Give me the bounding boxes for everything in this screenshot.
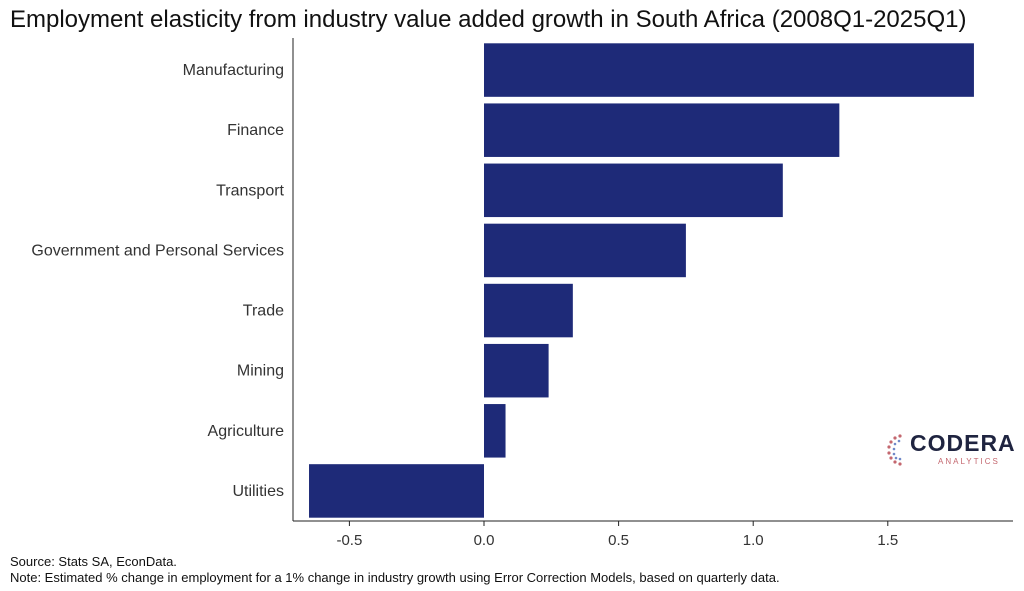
x-tick-label: -0.5 [336,532,362,549]
category-label: Finance [227,122,284,139]
x-axis-ticks: -0.5 0.0 0.5 1.0 1.5 [336,521,898,549]
x-tick-label: 0.5 [608,532,629,549]
bar-agriculture [484,404,506,458]
bar-utilities [309,464,484,518]
x-tick-label: 0.0 [474,532,495,549]
bar-finance [484,103,840,157]
category-label: Utilities [232,483,284,500]
source-note: Source: Stats SA, EconData. [10,554,177,569]
category-label: Mining [237,363,284,380]
category-label: Government and Personal Services [31,242,284,259]
logo-wordmark: CODERA [910,430,1016,456]
category-label: Trade [243,303,284,320]
codera-logo-mark-icon [887,434,902,466]
category-labels: Manufacturing Finance Transport Government … [31,62,284,500]
category-label: Transport [216,182,284,199]
codera-logo: CODERA ANALYTICS [886,430,1015,470]
bar-mining [484,343,549,398]
x-tick-label: 1.0 [743,532,764,549]
logo-subtitle: ANALYTICS [938,457,1000,466]
bar-trade [484,283,573,338]
category-label: Manufacturing [183,62,284,79]
bar-manufacturing [484,43,974,97]
chart-title: Employment elasticity from industry valu… [10,6,967,33]
bar-transport [484,163,783,218]
x-tick-label: 1.5 [877,532,898,549]
bar-government-and-personal-services [484,223,686,278]
bars-group [309,43,974,518]
category-label: Agriculture [208,423,285,440]
method-note: Note: Estimated % change in employment f… [10,570,780,585]
